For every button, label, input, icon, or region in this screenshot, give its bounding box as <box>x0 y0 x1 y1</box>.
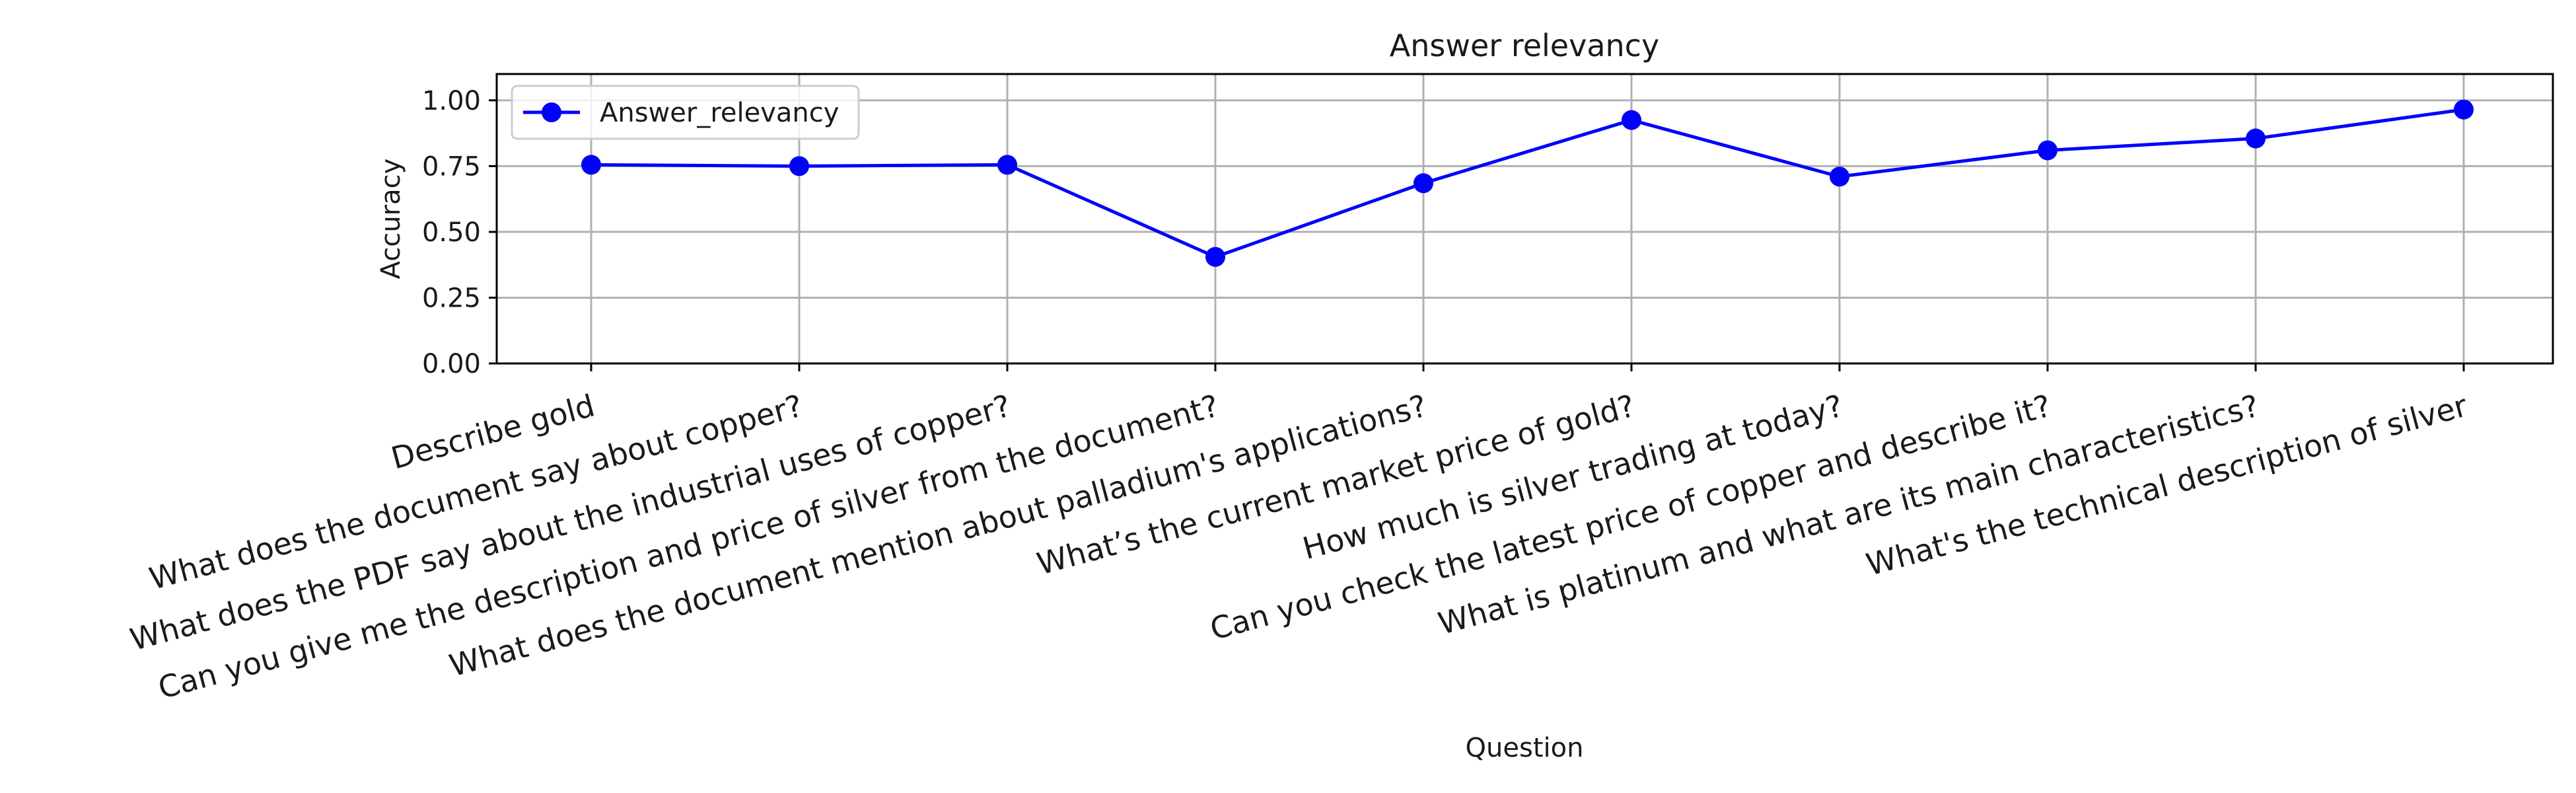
data-point <box>1413 173 1433 194</box>
legend-box <box>511 85 860 140</box>
y-tick-label: 0.75 <box>422 151 481 182</box>
data-point <box>1622 110 1641 130</box>
series-layer <box>581 99 2474 267</box>
plot-frame <box>495 73 2554 365</box>
data-point <box>1205 246 1225 267</box>
data-point <box>2246 128 2266 149</box>
data-point <box>581 155 601 175</box>
legend-marker <box>542 102 561 122</box>
y-tick-label: 1.00 <box>422 86 481 116</box>
data-point <box>2038 140 2057 161</box>
data-point <box>789 156 809 176</box>
y-tick-label: 0.00 <box>422 349 481 379</box>
series-line <box>590 108 2464 259</box>
x-axis-label: Question <box>1466 733 1584 763</box>
y-tick-label: 0.25 <box>422 283 481 313</box>
y-tick-label: 0.50 <box>422 217 481 248</box>
data-point <box>997 155 1017 175</box>
data-point <box>1830 167 1849 187</box>
chart-title: Answer relevancy <box>1390 28 1659 63</box>
data-point <box>2454 99 2474 120</box>
legend: Answer_relevancy <box>511 85 860 140</box>
legend-label: Answer_relevancy <box>600 98 839 128</box>
y-axis-label: Accuracy <box>376 159 406 280</box>
